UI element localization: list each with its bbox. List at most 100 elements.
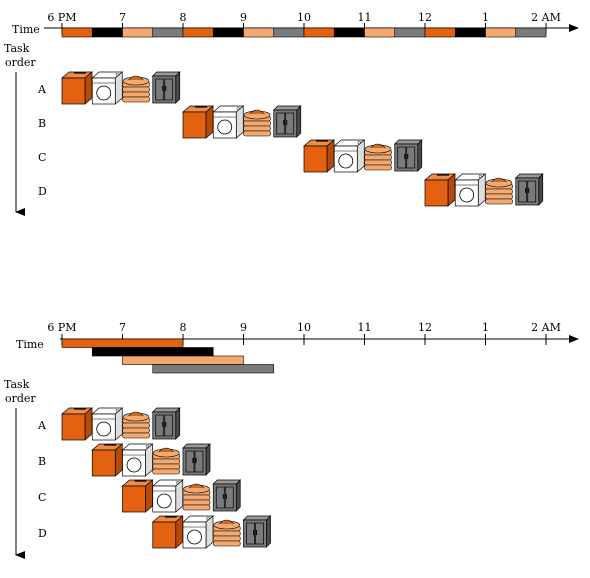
dryer-icon [333, 139, 366, 173]
washer-icon [424, 173, 456, 207]
time-tick-label: 9 [240, 11, 247, 24]
task-label: A [37, 83, 47, 96]
washer-icon [182, 105, 214, 139]
stage-bar-store [515, 27, 547, 38]
task-order-label-line1: Task [4, 42, 30, 55]
stage-bar-fold [485, 27, 517, 38]
task-order-label-line2: order [5, 392, 36, 405]
closet-icon [514, 173, 544, 206]
closet-icon [242, 515, 272, 548]
stage-bar-fold [243, 27, 275, 38]
time-tick-label: 8 [180, 11, 187, 24]
task-row-a: A [37, 71, 181, 105]
closet-icon [151, 407, 181, 440]
folded-clothes-icon [364, 143, 392, 171]
stage-bar-wash [61, 338, 184, 348]
time-tick-label: 10 [297, 321, 311, 334]
time-tick-label: 2 AM [531, 11, 561, 24]
task-row-c: C [38, 139, 423, 173]
sequential-panel: Time 6 PM 7 8 9 10 11 12 1 2 AM Task order A B C D [4, 11, 579, 216]
task-label: C [38, 491, 46, 504]
stage-bar-fold [122, 355, 244, 365]
task-row-b: B [38, 443, 211, 477]
task-row-c: C [38, 479, 242, 513]
task-label: D [38, 185, 47, 198]
stage-bar-dry [91, 347, 214, 357]
closet-icon [212, 479, 242, 512]
time-tick-label: 10 [297, 11, 311, 24]
task-label: A [37, 419, 47, 432]
stage-bar-wash [424, 27, 456, 38]
washer-icon [61, 407, 93, 441]
time-tick-label: 1 [482, 11, 489, 24]
task-rows: A B C D [37, 71, 544, 207]
time-label: Time [16, 338, 44, 351]
washer-icon [91, 443, 124, 477]
closet-icon [151, 71, 181, 104]
stage-bar-wash [61, 27, 93, 38]
stage-timeline-bars [61, 338, 275, 374]
time-label: Time [12, 23, 40, 36]
stage-bar-fold [364, 27, 396, 38]
closet-icon [393, 139, 423, 172]
task-order-label-line2: order [5, 56, 36, 69]
stage-bar-wash [182, 27, 214, 38]
stage-bar-wash [303, 27, 335, 38]
folded-clothes-icon [122, 75, 150, 103]
time-tick-label: 12 [418, 321, 432, 334]
dryer-icon [121, 443, 154, 477]
stage-timeline-bars [61, 27, 547, 38]
dryer-icon [182, 515, 214, 549]
time-tick-label: 11 [358, 321, 372, 334]
stage-bar-store [152, 27, 184, 38]
task-row-d: D [38, 173, 544, 207]
stage-bar-dry [91, 27, 123, 38]
closet-icon [272, 105, 302, 138]
time-tick-label: 6 PM [47, 321, 76, 334]
folded-clothes-icon [485, 177, 513, 205]
task-order-label-line1: Task [4, 378, 30, 391]
time-tick-label: 6 PM [47, 11, 76, 24]
task-row-d: D [38, 515, 272, 549]
time-tick-label: 12 [418, 11, 432, 24]
time-tick-label: 9 [240, 321, 247, 334]
dryer-icon [151, 479, 184, 513]
time-tick-label: 1 [482, 321, 489, 334]
time-tick-label: 8 [180, 321, 187, 334]
time-tick-label: 7 [119, 11, 126, 24]
stage-bar-store [273, 27, 305, 38]
dryer-icon [91, 71, 124, 105]
time-tick-label: 2 AM [531, 321, 561, 334]
dryer-icon [91, 407, 124, 441]
stage-bar-fold [122, 27, 154, 38]
stage-bar-store [152, 364, 275, 374]
time-tick-label: 11 [358, 11, 372, 24]
folded-clothes-icon [182, 483, 211, 511]
dryer-icon [454, 173, 487, 207]
stage-bar-dry [333, 27, 365, 38]
time-tick-label: 7 [119, 321, 126, 334]
task-label: D [38, 527, 47, 540]
washer-icon [151, 515, 184, 549]
stage-bar-store [394, 27, 426, 38]
washer-icon [121, 479, 154, 513]
time-tick-labels: 6 PM 7 8 9 10 11 12 1 2 AM [47, 321, 561, 345]
task-row-b: B [38, 105, 302, 139]
washer-icon [61, 71, 93, 105]
task-label: C [38, 151, 46, 164]
closet-icon [182, 443, 211, 476]
task-rows: A B C D [37, 407, 272, 549]
folded-clothes-icon [212, 519, 241, 547]
washer-icon [303, 139, 335, 173]
folded-clothes-icon [122, 411, 150, 439]
pipelined-panel: Time 6 PM 7 8 9 10 11 12 1 2 AM Task order A B C D [4, 321, 579, 559]
task-label: B [38, 455, 46, 468]
task-label: B [38, 117, 46, 130]
folded-clothes-icon [152, 447, 181, 475]
task-row-a: A [37, 407, 181, 441]
stage-bar-dry [212, 27, 244, 38]
stage-bar-dry [454, 27, 486, 38]
folded-clothes-icon [243, 109, 271, 137]
dryer-icon [212, 105, 245, 139]
